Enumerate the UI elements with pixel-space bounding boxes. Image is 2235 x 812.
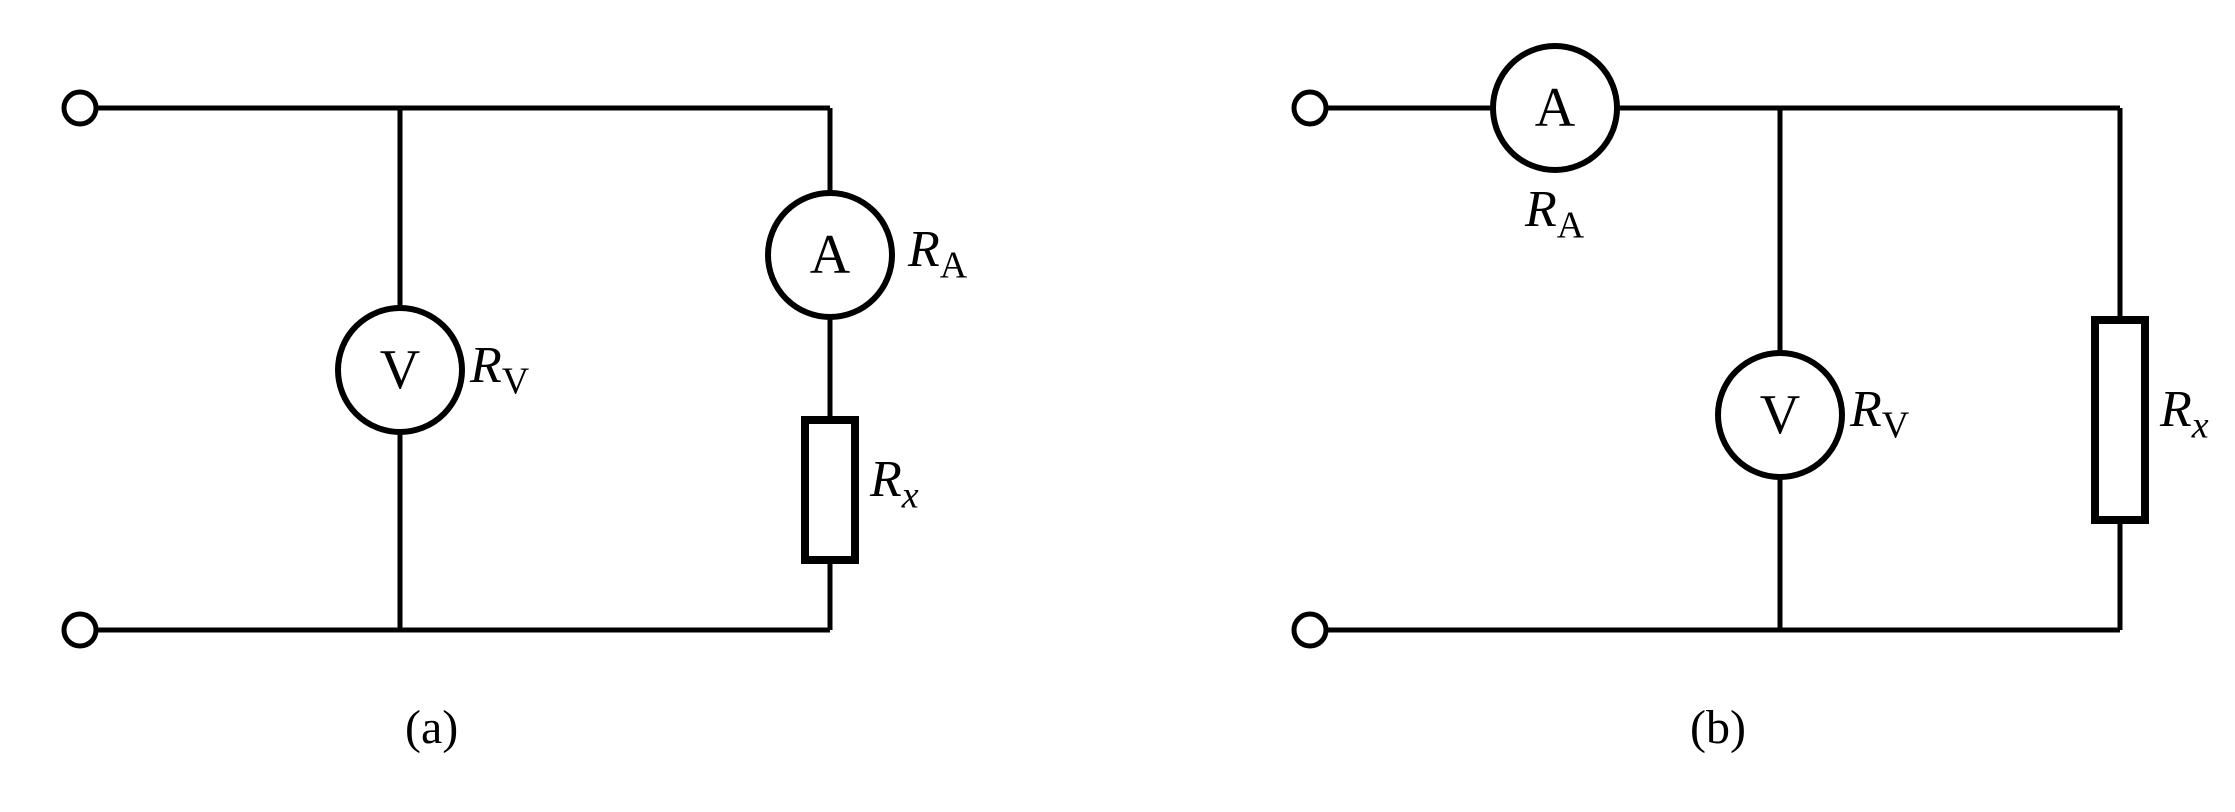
caption-a: (a) xyxy=(405,700,458,755)
label-rx-a: Rx xyxy=(870,450,919,517)
label-rx-b: Rx xyxy=(2160,380,2209,447)
label-ra-b: RA xyxy=(1525,180,1584,247)
terminal-top-b xyxy=(1294,92,1326,124)
label-rv-a: RV xyxy=(470,336,529,403)
resistor-rx-b xyxy=(2095,320,2145,520)
terminal-bot-a xyxy=(64,614,96,646)
terminal-bot-b xyxy=(1294,614,1326,646)
resistor-rx-a xyxy=(805,420,855,560)
caption-b: (b) xyxy=(1690,700,1746,755)
label-rv-b: RV xyxy=(1850,380,1909,447)
circuit-diagram-b: A V RA RV Rx (b) xyxy=(1250,20,2190,770)
label-ra-a: RA xyxy=(908,220,967,287)
voltmeter-label-a: V xyxy=(380,339,420,401)
ammeter-label-a: A xyxy=(810,224,851,286)
ammeter-label-b: A xyxy=(1535,77,1576,139)
circuit-b-svg: A V xyxy=(1250,20,2190,720)
terminal-top-a xyxy=(64,92,96,124)
voltmeter-label-b: V xyxy=(1760,384,1800,446)
circuit-diagram-a: V A RV RA Rx (a) xyxy=(20,20,920,770)
